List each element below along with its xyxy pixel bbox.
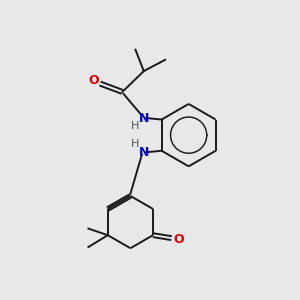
Text: O: O bbox=[173, 233, 184, 246]
Text: O: O bbox=[88, 74, 99, 86]
Text: H: H bbox=[131, 122, 140, 131]
Text: N: N bbox=[139, 146, 149, 159]
Text: H: H bbox=[131, 139, 140, 149]
Text: N: N bbox=[139, 112, 149, 124]
